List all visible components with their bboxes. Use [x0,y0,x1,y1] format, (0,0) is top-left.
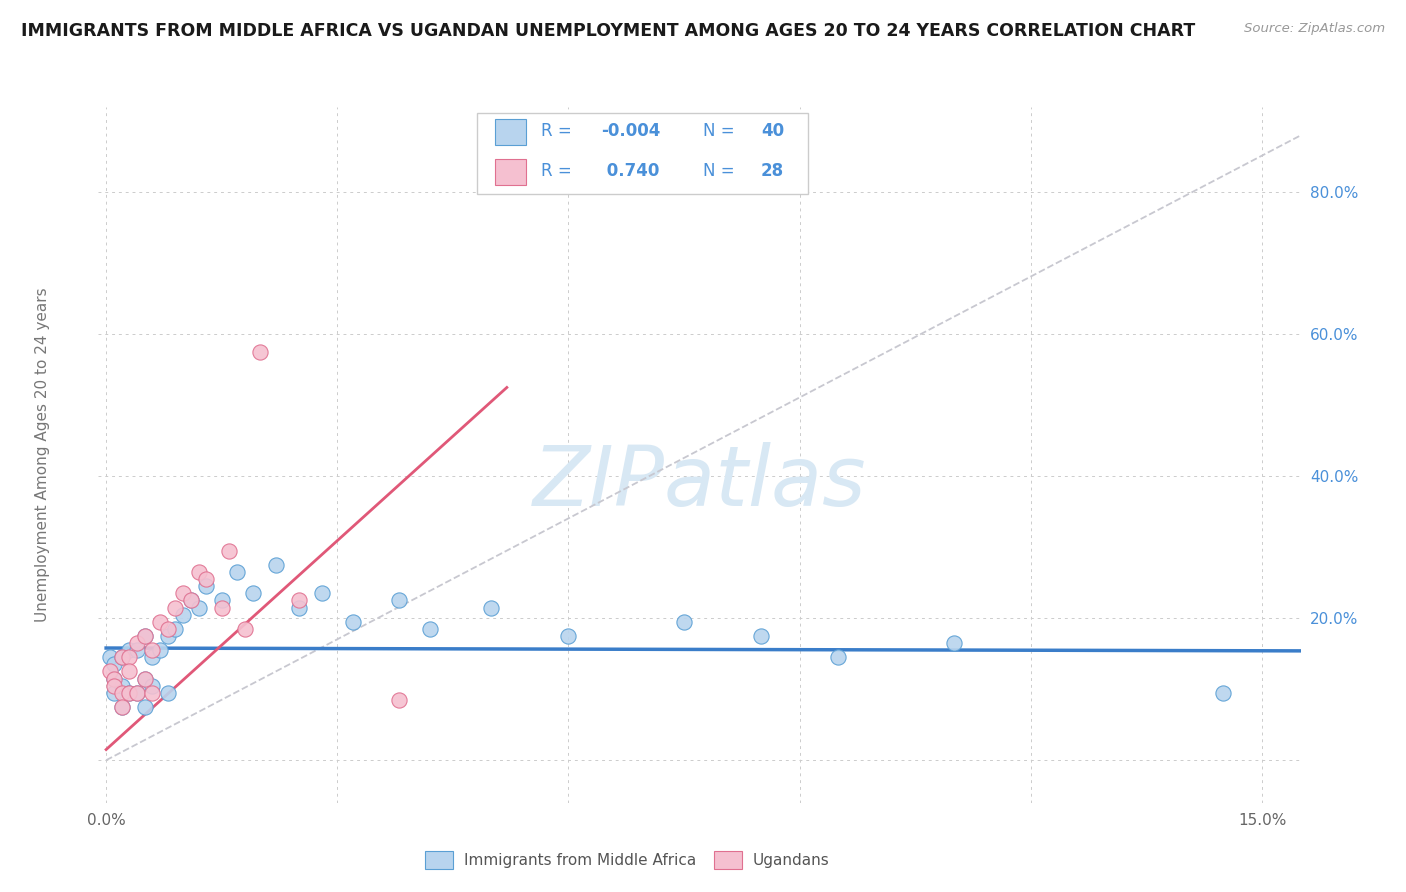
Point [134,672,156,686]
Point [249,345,271,359]
Point [287,600,309,615]
Point [180,593,202,607]
Point [103,679,125,693]
Point [419,622,441,636]
Point [141,679,163,693]
Point [118,650,141,665]
Point [165,600,187,615]
Point [110,700,132,714]
Point [180,593,202,607]
Point [172,586,194,600]
Point [311,586,333,600]
Point [211,593,233,607]
Point [98,650,121,665]
Point [110,686,132,700]
Point [103,657,125,672]
Point [103,672,125,686]
Point [156,622,179,636]
Legend: Immigrants from Middle Africa, Ugandans: Immigrants from Middle Africa, Ugandans [419,846,835,875]
Point [673,615,696,629]
Point [1212,686,1234,700]
Point [218,543,240,558]
Point [103,686,125,700]
Point [98,665,121,679]
Text: -0.004: -0.004 [600,122,661,140]
Point [749,629,772,643]
Text: IMMIGRANTS FROM MIDDLE AFRICA VS UGANDAN UNEMPLOYMENT AMONG AGES 20 TO 24 YEARS : IMMIGRANTS FROM MIDDLE AFRICA VS UGANDAN… [21,22,1195,40]
Point [388,593,411,607]
Point [827,650,849,665]
Point [211,600,233,615]
Text: N =: N = [703,122,740,140]
Point [557,629,579,643]
Text: ZIPatlas: ZIPatlas [533,442,866,524]
Point [156,629,179,643]
Point [195,572,218,586]
Point [187,600,209,615]
Point [156,686,179,700]
Point [942,636,965,650]
Text: Source: ZipAtlas.com: Source: ZipAtlas.com [1244,22,1385,36]
Point [149,615,172,629]
Point [134,629,156,643]
Point [118,686,141,700]
Point [287,593,309,607]
Point [141,686,163,700]
Point [481,600,503,615]
Point [195,579,218,593]
Point [110,650,132,665]
Point [134,672,156,686]
Point [233,622,256,636]
Point [118,643,141,657]
Point [342,615,364,629]
Point [165,622,187,636]
Y-axis label: Unemployment Among Ages 20 to 24 years: Unemployment Among Ages 20 to 24 years [35,287,49,623]
Point [141,650,163,665]
Text: 40: 40 [761,122,785,140]
Point [110,700,132,714]
Point [118,665,141,679]
Point [264,558,287,572]
Text: 0.740: 0.740 [600,162,659,180]
Point [187,565,209,579]
Point [388,693,411,707]
Point [125,636,148,650]
Point [226,565,249,579]
Point [110,679,132,693]
Point [134,629,156,643]
Point [172,607,194,622]
FancyBboxPatch shape [495,159,526,185]
Point [118,686,141,700]
Point [103,672,125,686]
FancyBboxPatch shape [495,119,526,145]
Text: R =: R = [541,122,576,140]
Point [110,650,132,665]
Point [141,643,163,657]
Point [242,586,264,600]
Point [149,643,172,657]
Point [134,700,156,714]
Point [125,643,148,657]
Point [125,686,148,700]
Text: 28: 28 [761,162,785,180]
Point [125,686,148,700]
Text: R =: R = [541,162,576,180]
Text: N =: N = [703,162,740,180]
FancyBboxPatch shape [477,112,807,194]
